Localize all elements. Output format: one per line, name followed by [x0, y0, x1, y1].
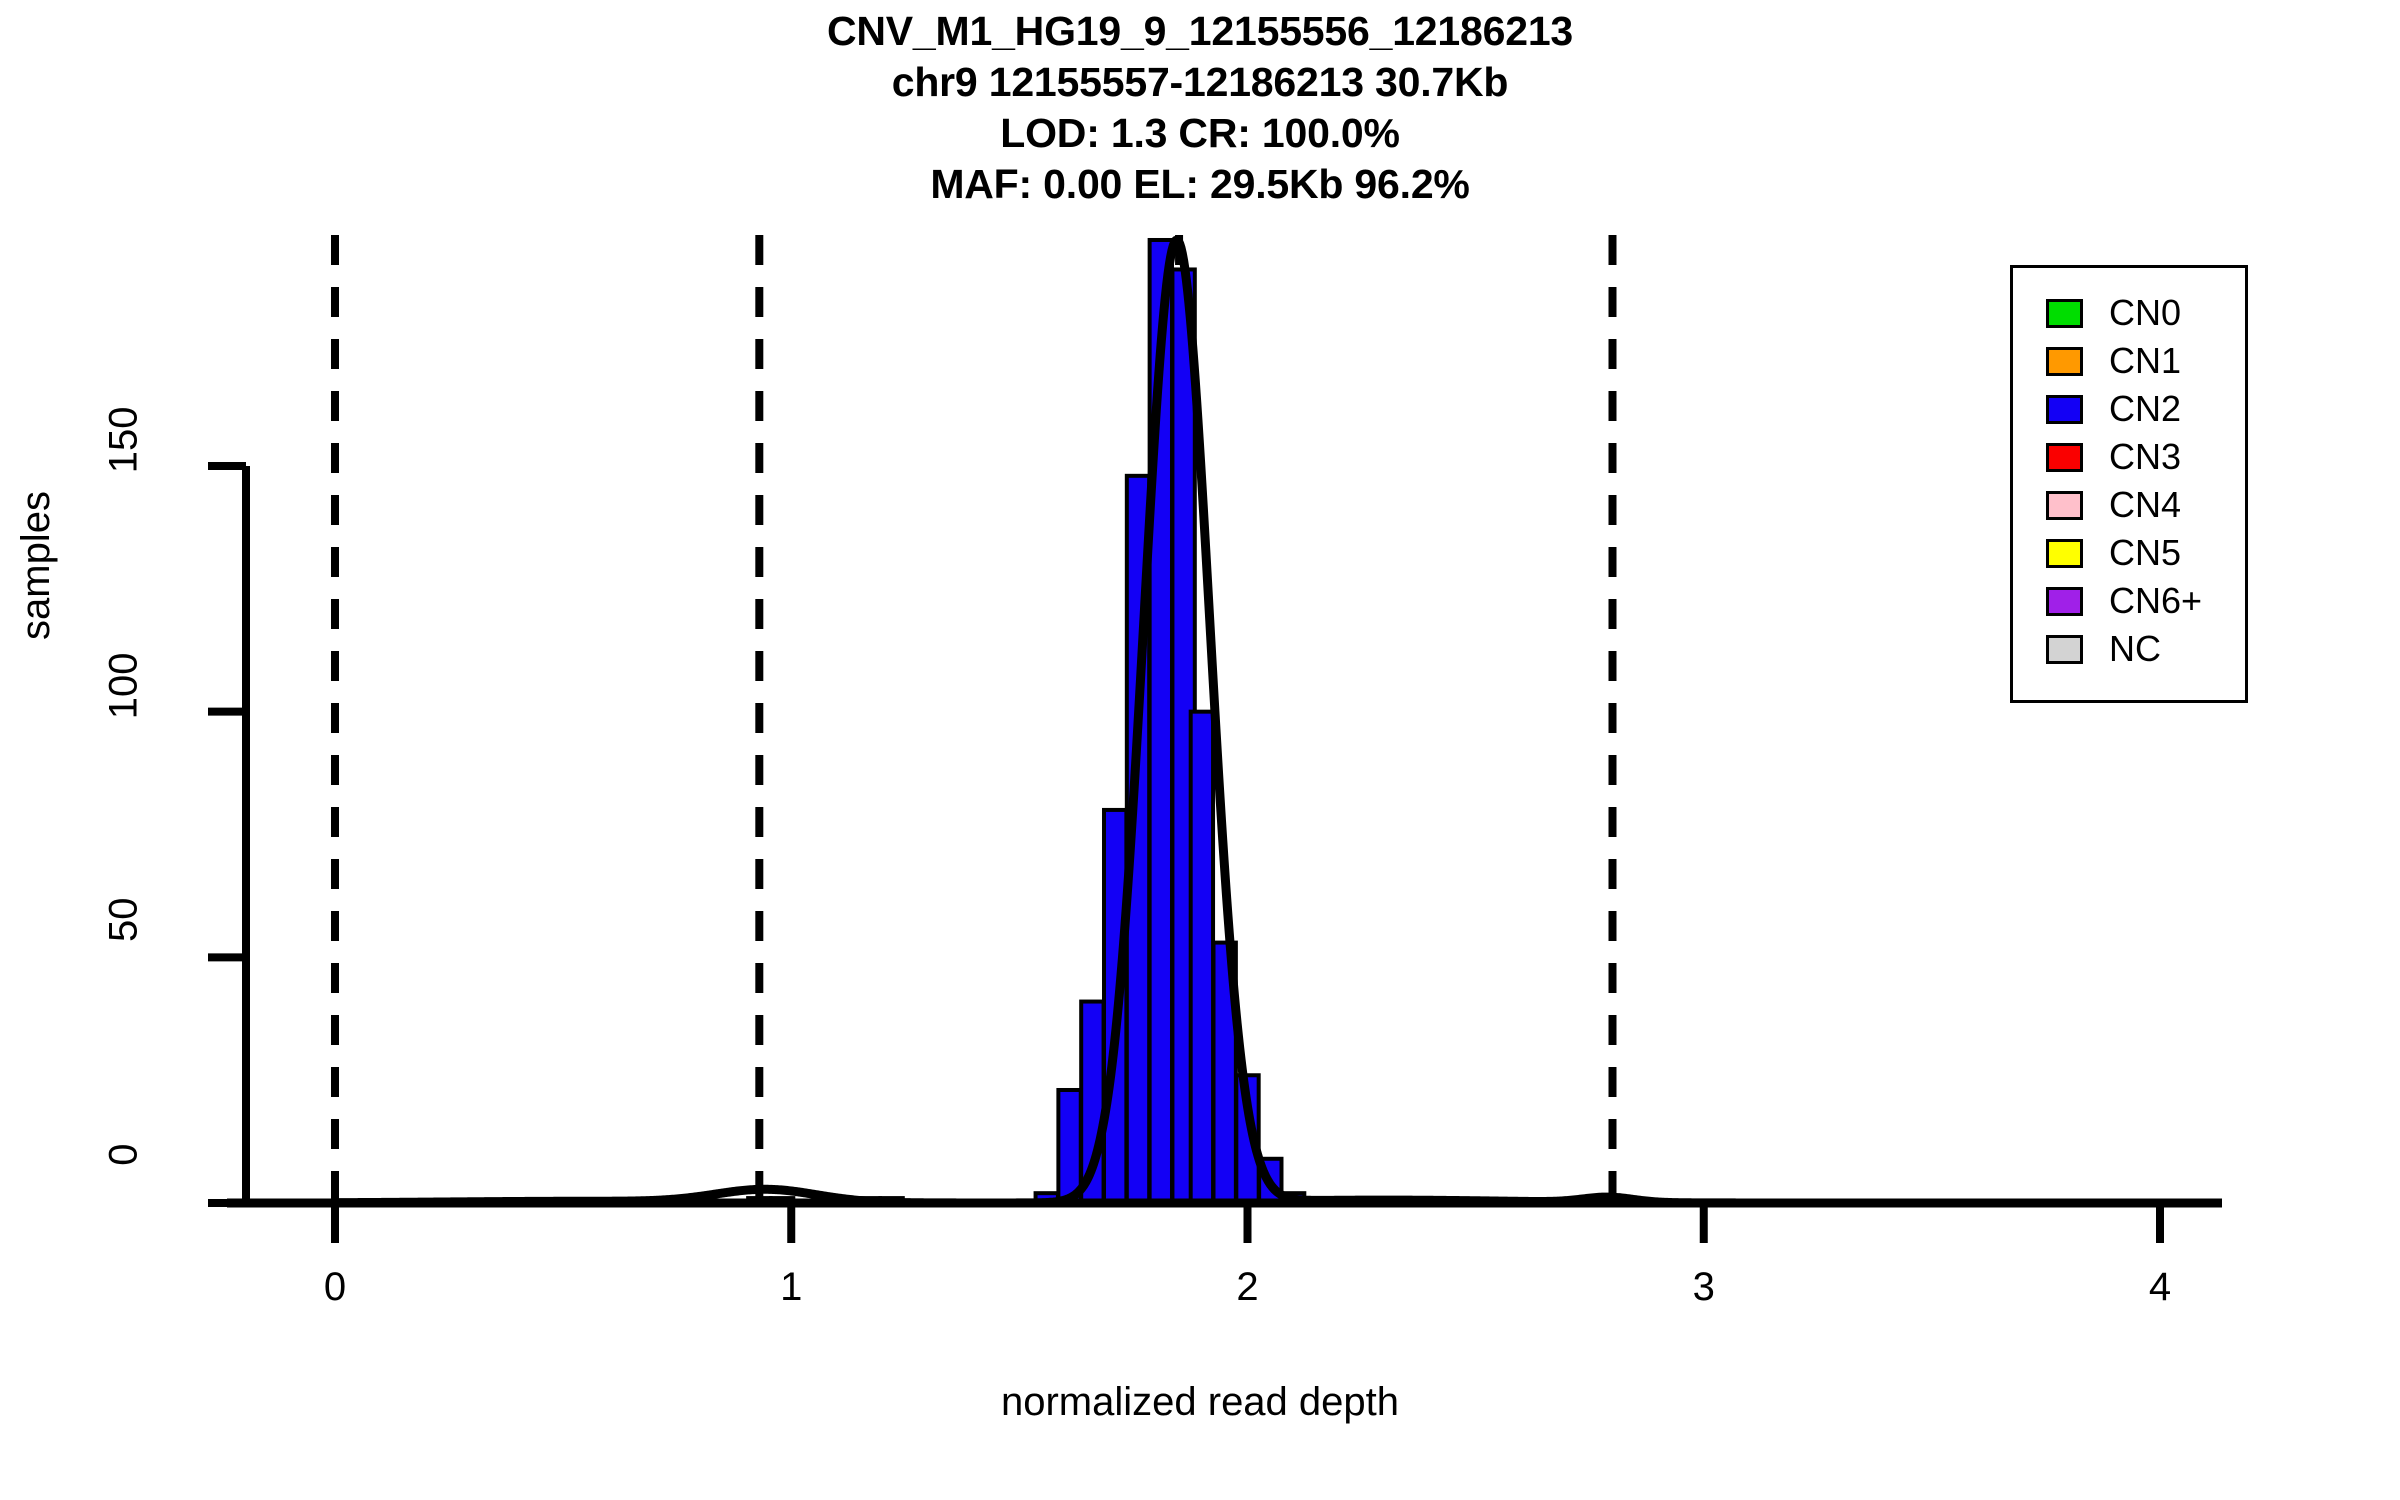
- legend-label: CN3: [2109, 436, 2182, 477]
- x-tick-label: 1: [780, 1265, 803, 1309]
- legend-item-cn4[interactable]: CN4: [2013, 481, 2245, 529]
- legend-swatch-icon: [2046, 394, 2083, 424]
- x-tick-label: 3: [1692, 1265, 1715, 1309]
- density-curve-path: [331, 235, 2164, 1208]
- legend-swatch-icon: [2046, 490, 2083, 520]
- y-tick-label: 150: [101, 406, 146, 474]
- legend-items: CN0 CN1 CN2 CN3 CN4 CN5 CN6+ NC: [2013, 268, 2245, 673]
- axis-lines: [208, 462, 2222, 1243]
- legend-label: CN0: [2109, 292, 2182, 333]
- y-axis-label: samples: [14, 491, 58, 640]
- legend-item-cn5[interactable]: CN5: [2013, 529, 2245, 577]
- legend-item-nc[interactable]: NC: [2013, 625, 2245, 673]
- legend-item-cn6plus[interactable]: CN6+: [2013, 577, 2245, 625]
- legend-swatch-icon: [2046, 346, 2083, 376]
- x-tick-label: 4: [2148, 1265, 2172, 1309]
- histogram-bar: [1188, 709, 1216, 1206]
- density-curve: [331, 235, 2164, 1208]
- legend-label: CN1: [2109, 340, 2182, 381]
- y-tick-label: 0: [101, 1143, 146, 1166]
- x-tick-label: 0: [323, 1265, 347, 1309]
- histogram-bar: [1056, 1087, 1083, 1205]
- x-tick-label: 2: [1236, 1265, 1259, 1309]
- legend-label: CN2: [2109, 388, 2182, 429]
- legend-item-cn2[interactable]: CN2: [2013, 385, 2245, 433]
- legend-swatch-icon: [2046, 634, 2083, 664]
- legend-swatch-icon: [2046, 586, 2083, 616]
- cn-reference-lines: [331, 235, 1617, 1203]
- legend-swatch-icon: [2046, 298, 2083, 328]
- histogram-bars: [746, 237, 1307, 1206]
- y-tick-label: 100: [101, 652, 146, 719]
- legend-item-cn3[interactable]: CN3: [2013, 433, 2245, 481]
- legend-label: CN6+: [2109, 580, 2203, 621]
- legend-swatch-icon: [2046, 538, 2083, 568]
- x-axis-label: normalized read depth: [1000, 1380, 1400, 1424]
- legend-label: CN5: [2109, 532, 2182, 573]
- legend-label: NC: [2109, 628, 2161, 669]
- y-tick-label: 50: [101, 897, 146, 943]
- legend-swatch-icon: [2046, 442, 2083, 472]
- legend-box: CN0 CN1 CN2 CN3 CN4 CN5 CN6+ NC: [2010, 265, 2248, 703]
- legend-label: CN4: [2109, 484, 2182, 525]
- legend-item-cn1[interactable]: CN1: [2013, 337, 2245, 385]
- legend-item-cn0[interactable]: CN0: [2013, 289, 2245, 337]
